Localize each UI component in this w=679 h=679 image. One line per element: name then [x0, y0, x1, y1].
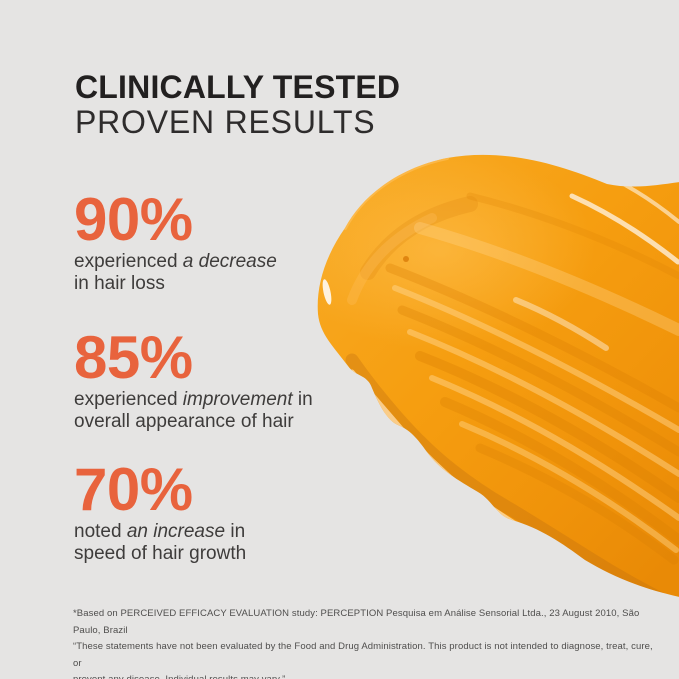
title-line-clinically-tested: CLINICALLY TESTED	[75, 69, 401, 105]
disclaimer-text: *Based on PERCEIVED EFFICACY EVALUATION …	[73, 606, 653, 679]
disclaimer-line: *Based on PERCEIVED EFFICACY EVALUATION …	[73, 608, 640, 636]
stat-value: 90%	[74, 186, 193, 253]
stat-description: experienced improvement in overall appea…	[74, 389, 313, 432]
stat-value: 70%	[74, 456, 193, 523]
page-title: CLINICALLY TESTED PROVEN RESULTS	[75, 70, 400, 140]
stat-value: 85%	[74, 324, 193, 391]
stat-block-90-percent: 90% experienced a decrease in hair loss	[74, 186, 364, 295]
title-line-proven-results: PROVEN RESULTS	[75, 104, 376, 140]
disclaimer-line: prevent any disease. Individual results …	[73, 672, 653, 679]
stat-description: experienced a decrease in hair loss	[74, 251, 277, 294]
stat-block-70-percent: 70% noted an increase in speed of hair g…	[74, 456, 364, 565]
disclaimer-line: “These statements have not been evaluate…	[73, 641, 653, 669]
stat-description: noted an increase in speed of hair growt…	[74, 521, 247, 564]
stat-block-85-percent: 85% experienced improvement in overall a…	[74, 324, 364, 433]
